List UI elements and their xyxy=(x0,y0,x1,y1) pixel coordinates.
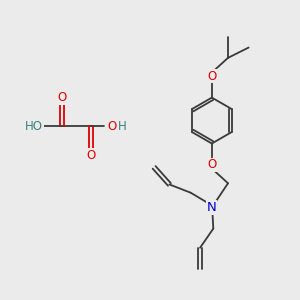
Text: O: O xyxy=(57,92,66,104)
Text: O: O xyxy=(86,148,96,161)
Text: O: O xyxy=(108,120,117,133)
Text: H: H xyxy=(118,120,126,133)
Text: O: O xyxy=(207,158,217,171)
Text: N: N xyxy=(207,201,217,214)
Text: O: O xyxy=(207,70,217,83)
Text: HO: HO xyxy=(25,120,43,133)
